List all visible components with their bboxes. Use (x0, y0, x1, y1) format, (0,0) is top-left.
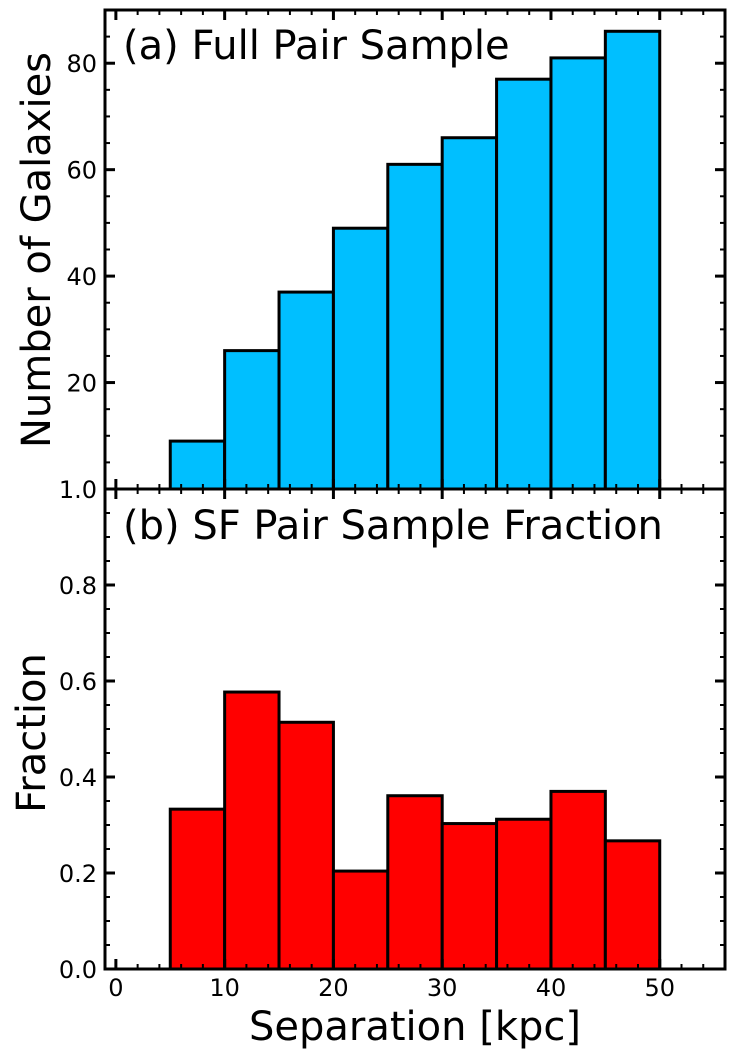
panel-b-bar-7 (549, 789, 607, 971)
panel-b-bars (168, 690, 662, 971)
panel-a-bar-7 (549, 56, 607, 491)
panel-b-x-tick-label: 10 (209, 974, 240, 1002)
panel-b-sf-pair-sample-fraction: 0 10 20 30 40 50 0.0 0.2 0.4 0.6 0.8 (b) SF Pair S… (9, 487, 727, 1050)
panel-a-bar-2 (277, 290, 335, 491)
panel-b-x-tick-label: 0 (108, 974, 123, 1002)
panel-b-x-tick-label: 30 (427, 974, 458, 1002)
panel-b-y-axis-title: Fraction (9, 653, 55, 813)
panel-b-y-tick-label: 0.2 (59, 860, 97, 888)
panel-a-y-tick-label: 40 (66, 263, 97, 291)
panel-a-y-axis-title: Number of Galaxies (14, 52, 60, 448)
panel-a-y-tick-label: 60 (66, 157, 97, 185)
panel-a-y-tick-label: 20 (66, 370, 97, 398)
panel-a-bar-4 (386, 162, 444, 491)
panel-b-bar-0 (168, 807, 227, 971)
panel-b-title: (b) SF Pair Sample Fraction (123, 503, 663, 549)
panel-b-y-tick-label: 0.4 (59, 764, 97, 792)
panel-a-full-pair-sample: 20 40 60 80 1.0 (a) Full Pair Sample Number … (14, 8, 727, 504)
panel-b-x-axis-title: Separation [kpc] (249, 1004, 581, 1050)
panel-b-bar-1 (223, 690, 281, 971)
panel-b-bar-6 (495, 817, 553, 971)
panel-a-title: (a) Full Pair Sample (123, 23, 510, 69)
panel-b-tick-labels: 0 10 20 30 40 50 0.0 0.2 0.4 0.6 0.8 (59, 572, 675, 1002)
panel-b-y-tick-label: 0.8 (59, 572, 97, 600)
panel-b-y-tick-label: 0.0 (59, 956, 97, 984)
panel-b-bar-2 (277, 720, 335, 971)
panel-a-bar-5 (440, 136, 499, 491)
panel-b-x-tick-label: 40 (536, 974, 567, 1002)
panel-b-x-tick-label: 50 (644, 974, 675, 1002)
panel-b-y-tick-label: 0.6 (59, 668, 97, 696)
panel-a-y-bottom-tick-label: 1.0 (59, 476, 97, 504)
panel-a-tick-labels: 20 40 60 80 1.0 (59, 50, 97, 504)
panel-a-bars (168, 29, 662, 491)
panel-a-bar-8 (603, 29, 662, 491)
panel-a-bar-0 (168, 439, 227, 491)
panel-a-bar-3 (331, 226, 390, 491)
panel-b-frame (103, 487, 727, 971)
panel-b-x-tick-label: 20 (318, 974, 349, 1002)
panel-b-bar-8 (603, 839, 662, 971)
panel-b-bar-5 (440, 822, 499, 971)
panel-a-bar-1 (223, 349, 281, 491)
panel-a-major-ticks (105, 10, 725, 489)
panel-a-bar-6 (495, 77, 553, 491)
panel-a-y-tick-label: 80 (66, 50, 97, 78)
panel-b-bar-3 (331, 869, 390, 971)
panel-b-bar-4 (386, 794, 444, 971)
